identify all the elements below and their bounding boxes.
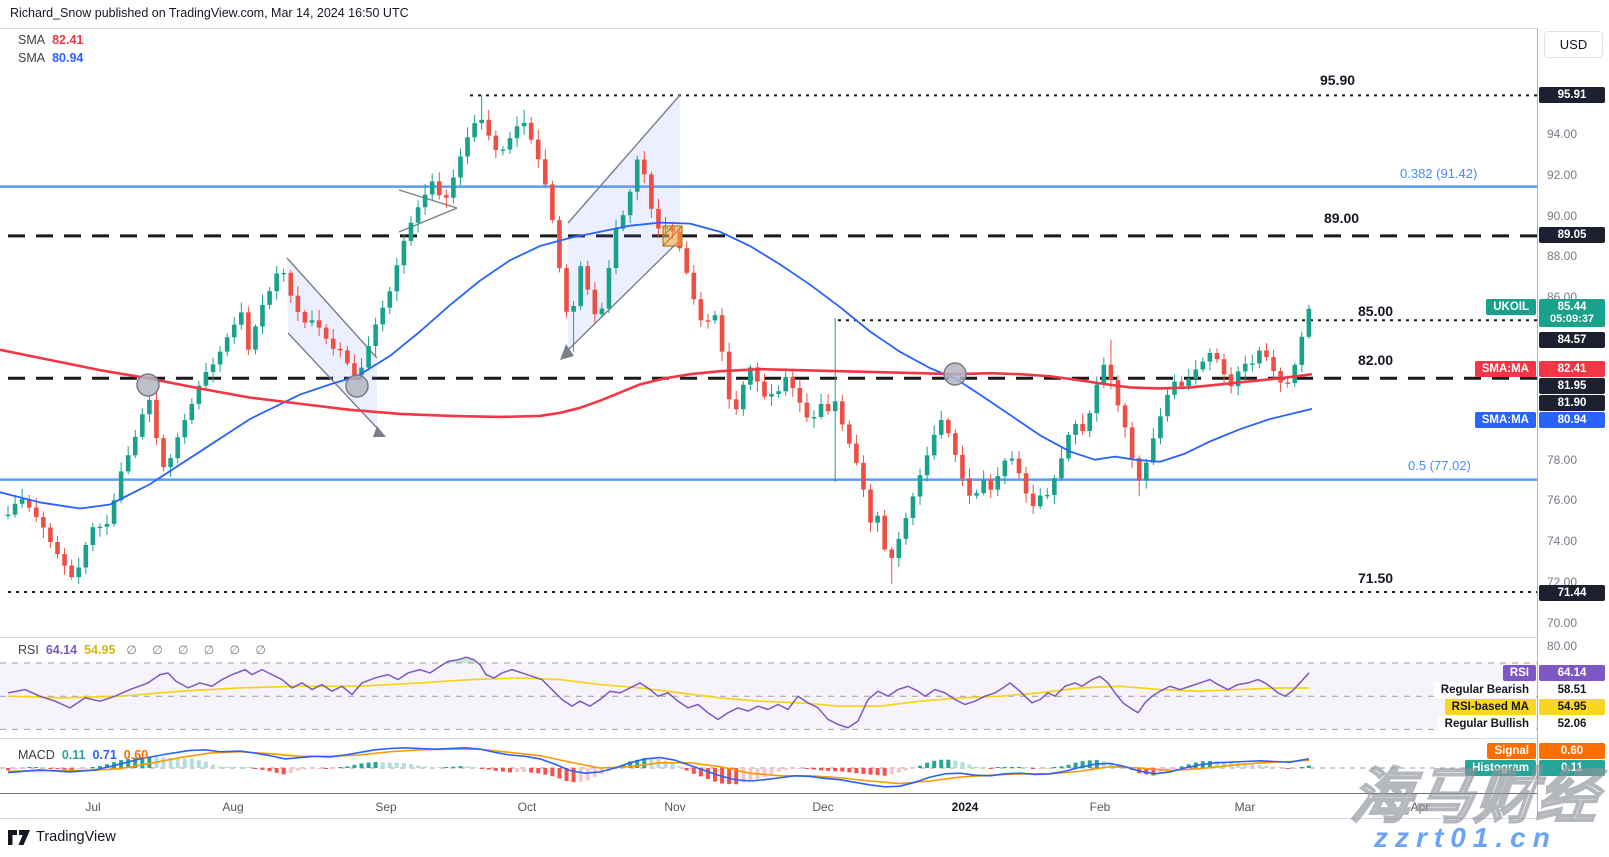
- time-axis-label: 2024: [951, 800, 979, 814]
- price-axis-badge: 82.41: [1539, 361, 1605, 377]
- tradingview-logo-icon: [8, 829, 30, 845]
- tradingview-footer-link[interactable]: TradingView: [8, 829, 116, 845]
- price-level-label[interactable]: 71.50: [1358, 570, 1394, 586]
- price-level-label[interactable]: 0.5 (77.02): [1408, 458, 1471, 473]
- time-axis-label: Jul: [85, 800, 101, 814]
- macd-legend-label: MACD: [18, 748, 55, 762]
- time-axis-label: Mar: [1234, 800, 1256, 814]
- price-axis-tick: 70.00: [1547, 616, 1578, 630]
- price-axis-tick: 80.00: [1547, 639, 1578, 653]
- sma-fast-value: 82.41: [52, 33, 84, 47]
- macd-hist-value: 0.11: [61, 748, 86, 762]
- indicator-tag: Regular Bullish: [1437, 716, 1536, 732]
- time-axis-label: Aug: [222, 800, 244, 814]
- rsi-value: 64.14: [45, 643, 78, 657]
- time-axis-label: Sep: [375, 800, 397, 814]
- sma-legend-label: SMA: [18, 33, 46, 47]
- macd-panel-separator[interactable]: [0, 738, 1537, 739]
- price-axis-border[interactable]: [1537, 28, 1538, 818]
- sma-slow-value: 80.94: [52, 51, 84, 65]
- price-axis-badge: 0.60: [1539, 743, 1605, 759]
- rsi-muted-plots-icons: ∅ ∅ ∅ ∅ ∅ ∅: [126, 643, 272, 657]
- price-axis-tick: 74.00: [1547, 534, 1578, 548]
- price-axis-badge: 85.44 05:09:37: [1539, 299, 1605, 327]
- rsi-legend[interactable]: RSI 64.14 54.95 ∅ ∅ ∅ ∅ ∅ ∅: [18, 643, 272, 657]
- time-axis-label: Oct: [517, 800, 537, 814]
- rsi-legend-label: RSI: [18, 643, 39, 657]
- price-level-label[interactable]: 0.382 (91.42): [1400, 166, 1478, 181]
- macd-legend[interactable]: MACD 0.11 0.71 0.60: [18, 748, 155, 762]
- price-axis-badge: 54.95: [1539, 699, 1605, 715]
- indicator-tag: Regular Bearish: [1433, 682, 1536, 698]
- time-axis-label: Feb: [1089, 800, 1111, 814]
- indicator-tag: RSI-based MA: [1444, 699, 1536, 715]
- price-axis-badge: 64.14: [1539, 665, 1605, 681]
- price-axis-tick: 88.00: [1547, 249, 1578, 263]
- timeline-separator: [0, 793, 1537, 794]
- tradingview-brand-text: TradingView: [36, 829, 116, 845]
- price-axis-badge: 52.06: [1539, 716, 1605, 732]
- price-axis-badge: 95.91: [1539, 87, 1605, 103]
- indicator-tag: RSI: [1502, 665, 1536, 681]
- indicator-tag: Histogram: [1465, 760, 1536, 776]
- price-axis-badge: 81.90: [1539, 395, 1605, 411]
- currency-selector-button[interactable]: USD: [1544, 31, 1603, 58]
- time-axis-label: Dec: [812, 800, 834, 814]
- indicator-tag: SMA:MA: [1474, 361, 1536, 377]
- publication-header: Richard_Snow published on TradingView.co…: [10, 6, 409, 20]
- price-axis-badge: 58.51: [1539, 682, 1605, 698]
- price-axis-tick: 92.00: [1547, 168, 1578, 182]
- macd-signal-value: 0.60: [123, 748, 149, 762]
- price-axis-tick: 78.00: [1547, 453, 1578, 467]
- timeline-bottom-separator: [0, 818, 1537, 819]
- time-axis-label: Apr: [1410, 800, 1430, 814]
- indicator-tag: UKOIL: [1486, 299, 1536, 315]
- price-axis-badge: 80.94: [1539, 412, 1605, 428]
- price-axis-badge: 0.11: [1539, 760, 1605, 776]
- price-axis-tick: 94.00: [1547, 127, 1578, 141]
- price-level-label[interactable]: 82.00: [1358, 352, 1394, 368]
- price-level-label[interactable]: 89.00: [1324, 210, 1360, 226]
- indicator-tag: Signal: [1487, 743, 1536, 759]
- price-level-label[interactable]: 85.00: [1358, 303, 1394, 319]
- rsi-ma-value: 54.95: [84, 643, 116, 657]
- price-axis-badge: 89.05: [1539, 227, 1605, 243]
- chart-top-separator: [0, 28, 1537, 29]
- macd-line-value: 0.71: [92, 748, 117, 762]
- sma-legend-row-fast[interactable]: SMA 82.41: [18, 33, 90, 47]
- price-axis-tick: 90.00: [1547, 209, 1578, 223]
- price-axis-tick: 76.00: [1547, 493, 1578, 507]
- price-axis-badge: 81.95: [1539, 378, 1605, 394]
- price-level-label[interactable]: 95.90: [1320, 72, 1356, 88]
- sma-legend-row-slow[interactable]: SMA 80.94: [18, 51, 90, 65]
- sma-legend-label: SMA: [18, 51, 46, 65]
- indicator-tag: SMA:MA: [1474, 412, 1536, 428]
- countdown-timer: 05:09:37: [1549, 313, 1595, 325]
- price-axis-badge: 84.57: [1539, 332, 1605, 348]
- time-axis-label: Nov: [664, 800, 686, 814]
- rsi-panel-separator[interactable]: [0, 637, 1537, 638]
- watermark-url: zzrt01.cn: [1374, 822, 1557, 853]
- price-axis-badge: 71.44: [1539, 585, 1605, 601]
